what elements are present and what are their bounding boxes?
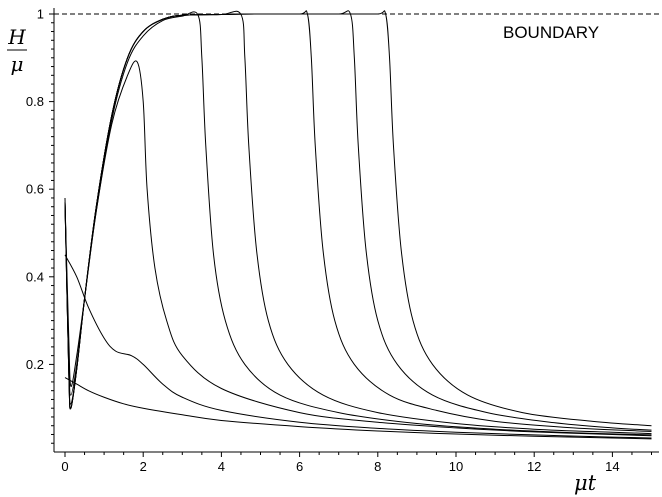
y-tick-label: 0.6 — [26, 182, 44, 197]
y-axis-label-numerator: H — [7, 25, 26, 49]
y-axis-label-denominator: μ — [11, 52, 24, 76]
x-tick-label: 14 — [605, 459, 619, 474]
series-line-4 — [64, 11, 652, 436]
series-line-2 — [64, 254, 652, 439]
series-line-8 — [64, 10, 652, 427]
series-line-3 — [64, 60, 652, 437]
x-axis-label: μt — [574, 471, 597, 495]
series-line-7 — [64, 10, 652, 431]
boundary-annotation: BOUNDARY — [503, 23, 599, 42]
y-tick-label: 1 — [37, 7, 44, 22]
x-tick-label: 2 — [140, 459, 147, 474]
y-tick-label: 0.2 — [26, 357, 44, 372]
axes: 0 2 4 6 8 10 12 14 0.2 0.4 0.6 0.8 1 — [26, 7, 659, 474]
y-tick-label: 0.8 — [26, 94, 44, 109]
x-tick-label: 4 — [218, 459, 225, 474]
y-tick-label: 0.4 — [26, 269, 44, 284]
x-tick-label: 8 — [374, 459, 381, 474]
x-tick-label: 12 — [527, 459, 541, 474]
x-tick-label: 0 — [61, 459, 68, 474]
series-line-5 — [64, 10, 652, 435]
x-tick-label: 10 — [449, 459, 463, 474]
series-lines — [64, 10, 652, 440]
series-line-6 — [64, 10, 652, 432]
x-tick-label: 6 — [296, 459, 303, 474]
series-line-1 — [64, 377, 652, 440]
